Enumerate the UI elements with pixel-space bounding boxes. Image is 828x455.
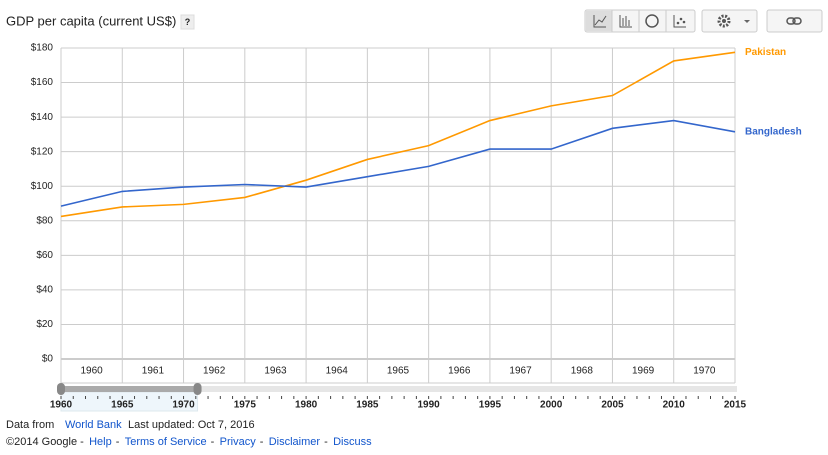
y-tick-label: $0 <box>42 354 54 365</box>
y-tick-label: $160 <box>31 77 54 88</box>
timeline-track <box>59 386 737 392</box>
y-tick-label: $100 <box>31 181 54 192</box>
x-tick-label: 1963 <box>264 366 287 377</box>
footer-link[interactable]: Discuss <box>333 436 372 448</box>
footer-link[interactable]: Disclaimer <box>269 436 321 448</box>
help-box[interactable] <box>180 14 195 30</box>
timeline-label: 1990 <box>418 400 441 411</box>
timeline-label: 1960 <box>50 400 73 411</box>
x-tick-label: 1961 <box>142 366 165 377</box>
footer-separator: - <box>260 436 264 448</box>
help[interactable]: ? <box>185 17 191 27</box>
y-tick-label: $80 <box>36 215 53 226</box>
scatter-icon[interactable] <box>673 15 686 28</box>
series-label: Bangladesh <box>745 126 802 137</box>
y-tick-label: $120 <box>31 146 54 157</box>
timeline-label: 1995 <box>479 400 502 411</box>
timeline-label: 1975 <box>234 400 257 411</box>
x-tick-label: 1960 <box>81 366 104 377</box>
footer-separator: - <box>116 436 120 448</box>
timeline-label: 2005 <box>601 400 624 411</box>
copyright: ©2014 Google <box>6 436 77 448</box>
x-tick-label: 1970 <box>693 366 716 377</box>
footer-separator: - <box>80 436 84 448</box>
x-tick-label: 1966 <box>448 366 471 377</box>
x-tick-label: 1962 <box>203 366 226 377</box>
timeline-handle[interactable] <box>193 383 202 395</box>
chart-title: GDP per capita (current US$) <box>6 13 176 28</box>
source-prefix: Data from <box>6 419 54 431</box>
timeline-label: 1970 <box>172 400 195 411</box>
source-link[interactable]: World Bank <box>65 419 122 431</box>
series-line <box>60 119 736 207</box>
timeline-selected <box>59 386 200 392</box>
timeline-label: 2015 <box>724 400 747 411</box>
x-tick-label: 1965 <box>387 366 410 377</box>
footer-separator: - <box>211 436 215 448</box>
x-tick-label: 1967 <box>509 366 532 377</box>
bar-icon[interactable] <box>619 15 632 28</box>
last-updated: Last updated: Oct 7, 2016 <box>128 419 255 431</box>
line-icon[interactable] <box>593 15 607 28</box>
footer-link[interactable]: Help <box>89 436 112 448</box>
footer-link[interactable]: Privacy <box>220 436 257 448</box>
y-tick-label: $60 <box>36 250 53 261</box>
y-tick-label: $140 <box>31 112 54 123</box>
timeline-label: 1980 <box>295 400 318 411</box>
series-line <box>60 51 736 218</box>
timeline-handle[interactable] <box>57 383 65 395</box>
x-tick-label: 1964 <box>326 366 349 377</box>
series-label: Pakistan <box>745 47 786 58</box>
timeline-label: 1985 <box>356 400 379 411</box>
x-tick-label: 1968 <box>571 366 594 377</box>
map-icon[interactable] <box>645 14 659 28</box>
footer-link[interactable]: Terms of Service <box>125 436 207 448</box>
toolbar <box>584 9 823 33</box>
timeline-label: 2000 <box>540 400 563 411</box>
y-tick-label: $180 <box>31 43 54 54</box>
footer-separator: - <box>324 436 328 448</box>
timeline-label: 2010 <box>663 400 686 411</box>
y-tick-label: $40 <box>36 285 53 296</box>
timeline-label: 1965 <box>111 400 134 411</box>
x-tick-label: 1969 <box>632 366 655 377</box>
line-button-active[interactable] <box>586 11 612 31</box>
y-tick-label: $20 <box>36 319 53 330</box>
